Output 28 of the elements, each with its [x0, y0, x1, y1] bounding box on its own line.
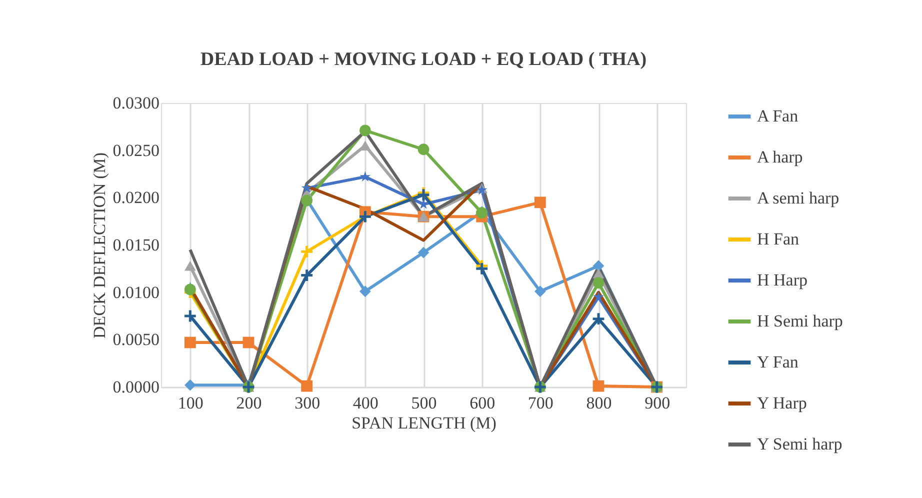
y-tick-label: 0.0050 [112, 330, 160, 350]
y-axis-title: DECK DEFLECTION (M) [90, 152, 109, 339]
x-tick-label: 400 [352, 394, 378, 412]
y-tick-label: 0.0250 [112, 140, 160, 160]
chart-title: DEAD LOAD + MOVING LOAD + EQ LOAD ( THA) [200, 49, 647, 70]
legend-label: H Fan [757, 230, 800, 248]
legend-label: A Fan [757, 106, 799, 126]
x-tick-label: 800 [586, 394, 612, 412]
y-tick-label: 0.0100 [112, 282, 160, 302]
y-tick-label: 0.0000 [112, 378, 160, 396]
legend-label: A semi harp [757, 188, 840, 208]
x-tick-label: 300 [294, 394, 320, 412]
y-tick-label: 0.0150 [112, 236, 160, 254]
legend-label: Y Semi harp [757, 434, 842, 454]
x-tick-label: 900 [644, 394, 670, 412]
y-tick-label: 0.0300 [112, 94, 160, 112]
legend-label: Y Fan [757, 352, 799, 372]
x-tick-label: 100 [178, 394, 204, 412]
x-tick-label: 600 [470, 394, 496, 412]
y-tick-label: 0.0200 [112, 188, 160, 208]
legend-label: Y Harp [757, 394, 807, 412]
x-axis-title: SPAN LENGTH (M) [352, 414, 496, 432]
legend-label: H Harp [757, 270, 808, 290]
x-tick-label: 500 [411, 394, 437, 412]
legend-label: A harp [757, 148, 803, 166]
x-tick-label: 200 [236, 394, 262, 412]
x-tick-label: 700 [528, 394, 554, 412]
legend-label: H Semi harp [757, 312, 843, 330]
